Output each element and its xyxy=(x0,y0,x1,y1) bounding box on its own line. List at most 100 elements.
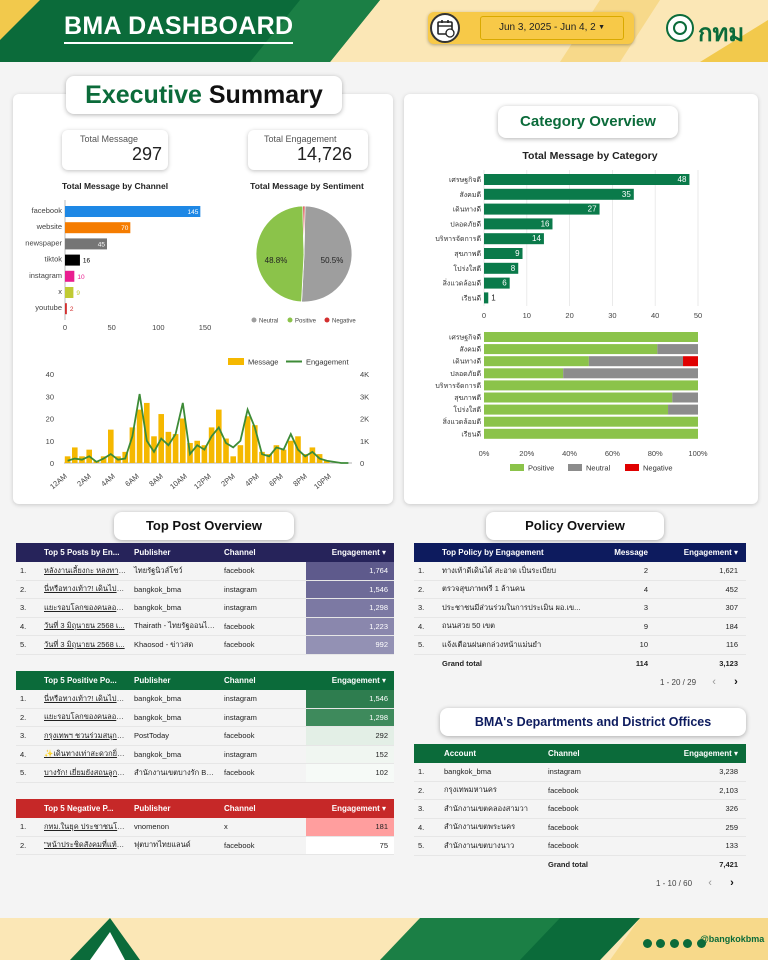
post-link[interactable]: หลังงานเลี้ยงกะ หลงทางเก... xyxy=(40,561,130,581)
table-row[interactable]: 3. กรุงเทพฯ ชวนร่วมสนุก ลุ้... PostToday fa… xyxy=(16,726,394,746)
prev-page-icon[interactable]: ‹ xyxy=(708,877,712,889)
table-row[interactable]: 1. bangkok_bma instagram 3,238 xyxy=(414,762,746,782)
table-row[interactable]: 5. วันที่ 3 มิถุนายน 2568 เ... Khaosod - ข… xyxy=(16,635,394,655)
column-header[interactable]: Engagement ▾ xyxy=(331,803,386,813)
channel-bar[interactable] xyxy=(65,287,74,298)
message-bar[interactable] xyxy=(324,460,330,463)
next-page-icon[interactable]: › xyxy=(730,877,734,889)
message-bar[interactable] xyxy=(216,409,222,463)
date-range-picker[interactable]: Jun 3, 2025 - Jun 4, 2 ▼ xyxy=(428,12,634,44)
message-bar[interactable] xyxy=(151,436,157,463)
post-link[interactable]: วันที่ 3 มิถุนายน 2568 เ... xyxy=(40,617,130,636)
message-bar[interactable] xyxy=(180,418,186,464)
message-bar[interactable] xyxy=(208,427,215,463)
table-row[interactable]: 2. ตรวจสุขภาพฟรี 1 ล้านคน 4 452 xyxy=(414,580,746,599)
message-bar[interactable] xyxy=(288,440,294,463)
post-link[interactable]: นี่หรือทางเท้า?! เดินไปที่แ... xyxy=(40,580,130,599)
message-bar[interactable] xyxy=(172,434,179,463)
post-link[interactable]: นี่หรือทางเท้า?! เดินไปที่แ... xyxy=(40,689,130,709)
category-bar[interactable] xyxy=(484,233,544,245)
message-bar[interactable] xyxy=(244,416,251,463)
category-bar[interactable] xyxy=(484,218,553,230)
message-bar[interactable] xyxy=(266,454,272,463)
post-link[interactable]: กทม.ในยุค ประชาชนโกย ... xyxy=(40,817,130,837)
sentiment-segment-positive[interactable] xyxy=(484,356,589,367)
table-row[interactable]: 4. วันที่ 3 มิถุนายน 2568 เ... Thairath - … xyxy=(16,617,394,636)
column-header[interactable]: Engagement ▾ xyxy=(683,547,738,557)
column-header[interactable]: Engagement ▾ xyxy=(331,675,386,685)
post-link[interactable]: แยะรอบโลกของคนลอนตัว... xyxy=(40,598,130,618)
message-bar[interactable] xyxy=(136,409,143,463)
sentiment-segment-positive[interactable] xyxy=(484,380,698,391)
table-row[interactable]: 4. สำนักงานเขตพระนคร facebook 259 xyxy=(414,818,746,837)
message-bar[interactable] xyxy=(302,454,308,463)
table-row[interactable]: 4. ✨เดินทางเท่าสะดวกยิ่ง... bangkok_bma ins… xyxy=(16,745,394,764)
sentiment-segment-positive[interactable] xyxy=(484,368,564,379)
next-page-icon[interactable]: › xyxy=(734,676,738,688)
category-bar[interactable] xyxy=(484,262,519,274)
table-row[interactable]: 1. นี่หรือทางเท้า?! เดินไปที่แ... bangkok_… xyxy=(16,689,394,709)
sentiment-segment-negative[interactable] xyxy=(683,356,698,367)
sentiment-segment-neutral[interactable] xyxy=(657,344,698,355)
channel-bar[interactable] xyxy=(65,206,201,217)
column-header[interactable]: Engagement ▾ xyxy=(683,748,738,758)
message-bar[interactable] xyxy=(252,425,258,463)
channel-bar[interactable] xyxy=(65,303,67,315)
message-bar[interactable] xyxy=(64,456,71,463)
sentiment-slice-negative[interactable] xyxy=(302,205,306,255)
engagement-line[interactable] xyxy=(67,393,349,464)
sentiment-segment-positive[interactable] xyxy=(484,392,673,403)
category-bar[interactable] xyxy=(484,292,489,304)
table-row[interactable]: 2. กรุงเทพมหานคร facebook 2,103 xyxy=(414,781,746,800)
category-bar[interactable] xyxy=(484,174,690,185)
message-bar[interactable] xyxy=(108,429,114,463)
table-row[interactable]: 3. แยะรอบโลกของคนลอนตัว... bangkok_bma inst… xyxy=(16,598,394,618)
table-row[interactable]: 3. ประชาชนมีส่วนร่วมในการประเมิน ผอ.เข...… xyxy=(414,598,746,618)
instagram-icon[interactable] xyxy=(669,939,679,948)
message-bar[interactable] xyxy=(144,402,150,463)
prev-page-icon[interactable]: ‹ xyxy=(712,676,716,688)
message-bar[interactable] xyxy=(259,451,265,463)
table-row[interactable]: 1. หลังงานเลี้ยงกะ หลงทางเก... ไทยรัฐนิวส์… xyxy=(16,561,394,581)
sentiment-segment-positive[interactable] xyxy=(484,344,658,355)
channel-bar[interactable] xyxy=(65,254,80,266)
tiktok-icon[interactable] xyxy=(696,939,706,948)
channel-bar[interactable] xyxy=(65,222,131,234)
sentiment-segment-positive[interactable] xyxy=(484,416,698,427)
post-link[interactable]: ✨เดินทางเท่าสะดวกยิ่ง... xyxy=(40,745,130,764)
sentiment-slice-neutral[interactable] xyxy=(301,205,353,303)
channel-bar[interactable] xyxy=(65,270,75,282)
sentiment-segment-neutral[interactable] xyxy=(672,392,698,403)
message-bar[interactable] xyxy=(230,456,236,463)
sentiment-segment-positive[interactable] xyxy=(484,332,698,342)
message-bar[interactable] xyxy=(237,445,244,463)
post-link[interactable]: แยะรอบโลกของคนลอนตัว... xyxy=(40,708,130,727)
message-bar[interactable] xyxy=(201,445,208,463)
x-icon[interactable] xyxy=(643,939,652,948)
sentiment-segment-positive[interactable] xyxy=(484,428,698,439)
message-bar[interactable] xyxy=(72,447,78,463)
category-bar[interactable] xyxy=(484,188,634,200)
post-link[interactable]: "หน้าประชิดสังคมที่แท้ 7 เ... xyxy=(40,836,130,855)
post-link[interactable]: กรุงเทพฯ ชวนร่วมสนุก ลุ้... xyxy=(40,726,130,746)
table-row[interactable]: 1. กทม.ในยุค ประชาชนโกย ... vnomenon x 181 xyxy=(16,817,394,837)
post-link[interactable]: บางรัก! เยี่ยมยังสถนลูกผู... xyxy=(40,763,130,783)
sentiment-segment-neutral[interactable] xyxy=(563,368,698,379)
table-row[interactable]: 5. สำนักงานเขตบางนาว facebook 133 xyxy=(414,836,746,856)
message-bar[interactable] xyxy=(165,431,172,463)
table-row[interactable]: 1. ทางเท้าดีเดินได้ สะอาด เป็นระเบียบ 2 1,6… xyxy=(414,561,746,581)
message-bar[interactable] xyxy=(280,449,287,463)
facebook-icon[interactable] xyxy=(656,939,666,948)
message-bar[interactable] xyxy=(309,447,316,463)
sentiment-segment-positive[interactable] xyxy=(484,404,669,415)
category-bar[interactable] xyxy=(484,277,510,289)
sentiment-slice-positive[interactable] xyxy=(255,205,305,303)
table-row[interactable]: 2. นี่หรือทางเท้า?! เดินไปที่แ... bangkok_… xyxy=(16,580,394,599)
sentiment-segment-neutral[interactable] xyxy=(668,404,698,415)
message-bar[interactable] xyxy=(129,427,136,463)
column-header[interactable]: Engagement ▾ xyxy=(331,547,386,557)
table-row[interactable]: 2. แยะรอบโลกของคนลอนตัว... bangkok_bma inst… xyxy=(16,708,394,727)
channel-bar[interactable] xyxy=(65,238,107,250)
date-range-box[interactable]: Jun 3, 2025 - Jun 4, 2 ▼ xyxy=(480,16,624,40)
table-row[interactable]: 4. ถนนสวย 50 เขต 9 184 xyxy=(414,617,746,636)
